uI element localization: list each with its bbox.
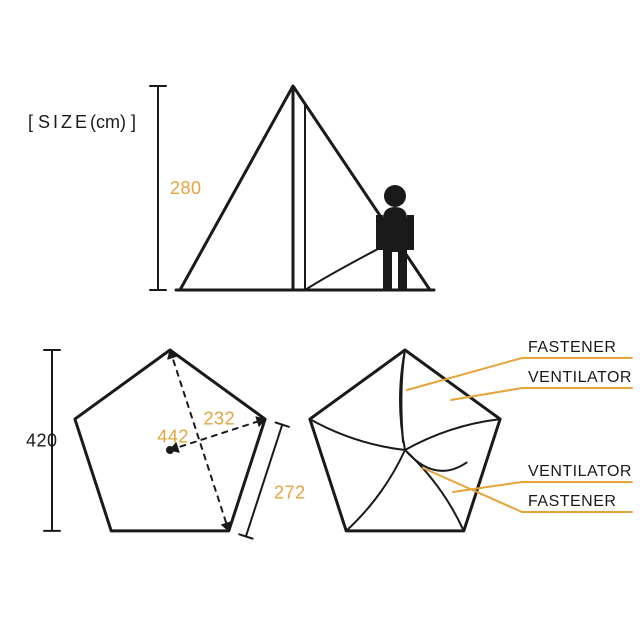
person-icon [384, 185, 406, 207]
diag-dim: 442 [157, 426, 189, 446]
callout-ventilator-bottom: VENTILATOR [528, 463, 632, 480]
width-dim: 420 [26, 430, 58, 450]
height-dim: 280 [170, 178, 202, 198]
side-dim: 272 [274, 483, 306, 503]
radius-dim: 232 [204, 409, 236, 429]
callout-fastener-bottom: FASTENER [528, 493, 616, 510]
callout-ventilator-top: VENTILATOR [528, 369, 632, 386]
size-title: [ SIZE(cm) ] [28, 112, 136, 132]
callout-fastener-top: FASTENER [528, 339, 616, 356]
